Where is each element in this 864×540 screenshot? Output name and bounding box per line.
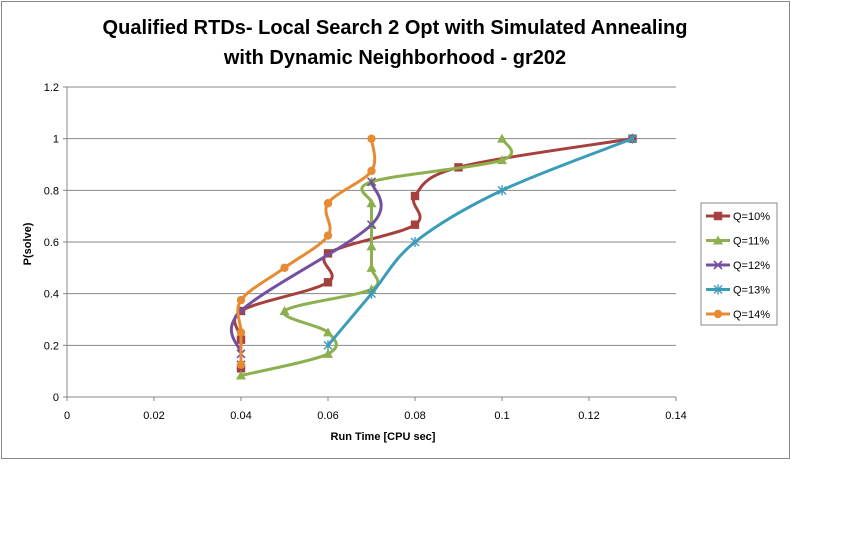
- data-point-q-14: [367, 134, 376, 143]
- legend-swatch-marker: [713, 260, 723, 270]
- x-tick-label: 0.04: [230, 410, 251, 422]
- x-tick-label: 0.08: [404, 410, 425, 422]
- data-point-q-11: [366, 198, 377, 208]
- legend-label: Q=12%: [733, 260, 770, 272]
- data-point-q-14: [323, 231, 333, 240]
- series-line-q-14: [236, 137, 377, 367]
- series-q-13: [323, 133, 637, 351]
- chart-title-line1: Qualified RTDs- Local Search 2 Opt with …: [103, 17, 688, 39]
- data-point-q-14: [236, 328, 246, 337]
- data-point-q-13: [367, 288, 376, 299]
- series-q-14: [236, 134, 377, 369]
- data-point-q-10: [410, 191, 420, 201]
- series-line-q-10: [233, 137, 634, 370]
- x-axis-title: Run Time [CPU sec]: [331, 431, 436, 443]
- y-tick-label: 0.8: [44, 185, 59, 197]
- legend-swatch-marker-stroke: [713, 260, 723, 270]
- y-tick-label: 1.2: [44, 82, 59, 94]
- legend-entry-q-14: Q=14%: [706, 309, 770, 321]
- legend-swatch-marker: [713, 284, 723, 295]
- legend-entry-q-11: Q=11%: [706, 235, 769, 248]
- data-point-q-13: [497, 185, 507, 196]
- y-tick-label: 0.6: [44, 237, 59, 249]
- legend-label: Q=10%: [733, 211, 770, 223]
- data-point-q-14: [367, 166, 376, 176]
- legend-label: Q=14%: [733, 309, 770, 321]
- series-line-q-11: [239, 137, 514, 378]
- x-tick-label: 0.06: [317, 410, 338, 422]
- data-point-q-14: [236, 295, 246, 305]
- legend-label: Q=11%: [733, 236, 769, 248]
- data-point-q-14: [236, 360, 246, 369]
- x-tick-label: 0.1: [494, 410, 509, 422]
- y-tick-label: 1: [53, 134, 59, 146]
- data-point-q-14: [323, 199, 333, 208]
- data-point-q-12: [366, 220, 377, 230]
- data-point-q-11: [323, 327, 333, 337]
- y-tick-label: 0.4: [44, 289, 59, 301]
- data-point-q-11: [366, 241, 377, 251]
- data-point-q-10: [323, 278, 333, 287]
- x-tick-label: 0.14: [665, 410, 686, 422]
- y-tick-label: 0.2: [44, 340, 59, 352]
- data-point-q-11: [323, 348, 333, 358]
- data-point-q-14: [280, 263, 289, 273]
- data-point-q-11: [497, 155, 507, 165]
- series-layer: [229, 133, 637, 380]
- data-point-q-11: [279, 305, 290, 315]
- legend-swatch-marker: [713, 211, 723, 221]
- data-point-q-13: [323, 340, 333, 351]
- data-point-q-12-stroke: [366, 220, 377, 230]
- y-axis-title: P(solve): [22, 222, 34, 265]
- data-point-q-12-stroke: [366, 177, 377, 187]
- legend-swatch-marker: [713, 309, 723, 319]
- legend: Q=10% Q=11% Q=12% Q=13% Q=14%: [700, 202, 778, 326]
- data-point-q-11: [236, 370, 246, 380]
- legend-entry-q-13: Q=13%: [706, 284, 770, 297]
- series-line-q-13: [326, 137, 634, 347]
- tick-labels: 0 0.2 0.4 0.6 0.8 1 1.2 0 0.02 0.04 0.06 0.08 0.1 0.1…: [44, 82, 687, 422]
- x-tick-label: 0: [64, 410, 70, 422]
- y-tick-label: 0: [53, 392, 59, 404]
- x-tick-label: 0.02: [143, 410, 164, 422]
- x-tick-label: 0.12: [578, 410, 599, 422]
- chart-title-line2: with Dynamic Neighborhood - gr202: [223, 47, 566, 69]
- data-point-q-11: [366, 262, 377, 272]
- legend-entry-q-10: Q=10%: [706, 211, 770, 223]
- data-point-q-11: [497, 133, 507, 143]
- legend-swatch-marker: [713, 235, 723, 245]
- data-point-q-13: [410, 237, 420, 247]
- data-point-q-13: [628, 133, 637, 144]
- axes: [63, 86, 677, 401]
- data-point-q-12: [366, 177, 377, 187]
- series-line-q-12: [229, 180, 383, 367]
- legend-entry-q-12: Q=12%: [706, 260, 770, 272]
- data-point-q-10: [410, 220, 420, 229]
- series-q-12: [229, 177, 383, 370]
- legend-label: Q=13%: [733, 285, 770, 297]
- chart-area: [1, 1, 790, 459]
